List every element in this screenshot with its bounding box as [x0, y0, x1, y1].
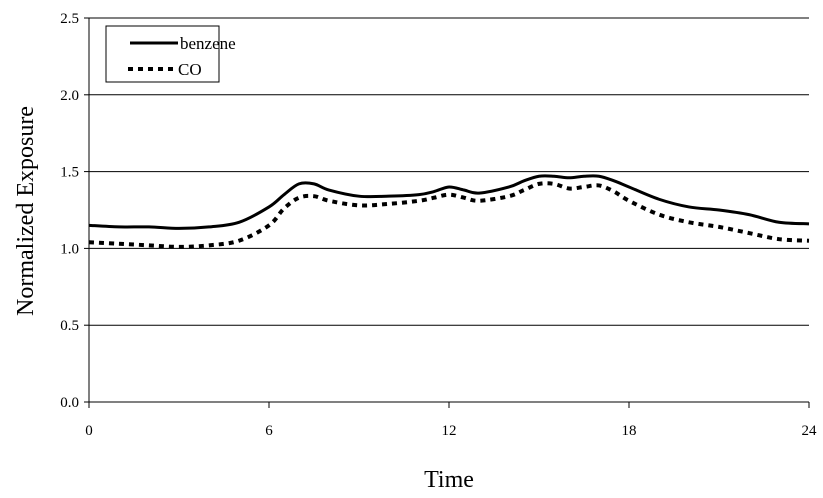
y-tick-label-1: 0.5 [60, 318, 79, 334]
y-tick-label-4: 2.0 [60, 88, 79, 104]
x-tick-label-1: 6 [265, 423, 273, 439]
tick-labels: 0 6 12 18 24 0.0 0.5 1.0 1.5 2.0 2.5 [60, 11, 817, 439]
y-tick-label-2: 1.0 [60, 241, 79, 257]
legend: benzene CO [105, 25, 236, 83]
legend-label-benzene: benzene [180, 34, 236, 53]
x-axis-title: Time [424, 467, 474, 493]
y-tick-label-5: 2.5 [60, 11, 79, 27]
grid-lines [89, 17, 809, 326]
y-axis-title: Normalized Exposure [13, 106, 39, 316]
axes [84, 17, 810, 408]
x-tick-label-2: 12 [442, 423, 457, 439]
series-lines [88, 174, 810, 249]
series-line-co [88, 181, 810, 249]
y-tick-label-3: 1.5 [60, 165, 79, 181]
x-tick-label-4: 24 [802, 423, 818, 439]
legend-box [105, 25, 220, 83]
y-tick-label-0: 0.0 [60, 395, 79, 411]
legend-label-co: CO [178, 60, 202, 79]
x-tick-label-0: 0 [85, 423, 93, 439]
x-tick-label-3: 18 [622, 423, 637, 439]
series-line-benzene [88, 174, 810, 230]
